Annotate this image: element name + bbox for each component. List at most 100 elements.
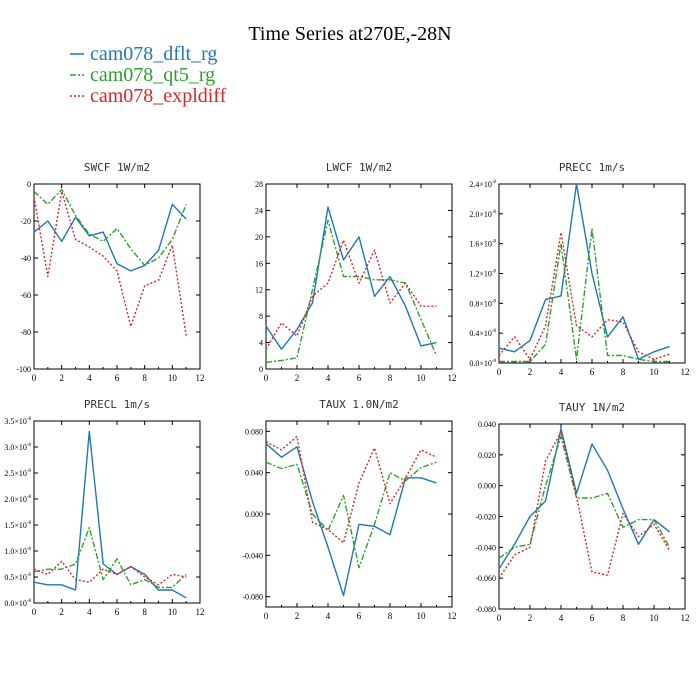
x-tick-label: 8: [621, 613, 626, 623]
plot-frame: [33, 420, 201, 604]
panel-title: TAUX 1.0N/m2: [319, 398, 398, 411]
y-tick-label: 0.000: [245, 510, 263, 519]
y-tick-label: -0.080: [242, 593, 263, 602]
y-tick-label: 12: [255, 286, 263, 295]
x-tick-label: 8: [388, 611, 393, 621]
legend: cam078_dflt_rgcam078_qt5_rgcam078_expldi…: [70, 43, 227, 107]
legend-entry: cam078_expldiff: [70, 85, 227, 107]
x-tick-label: 4: [326, 611, 331, 621]
chart-panel: PRECC 1m/s 0 2 4 6 8 10 12 0.0×10-8 0.4×10-8 0.8×1…: [469, 161, 689, 377]
x-tick-label: 4: [559, 367, 564, 377]
x-tick-label: 2: [295, 373, 300, 383]
series-line-cam078_qt5_rg: [498, 435, 671, 559]
y-tick-label: 3.5×10-8: [4, 417, 31, 426]
x-tick-label: 10: [417, 611, 427, 621]
y-tick-label: -0.020: [475, 513, 496, 522]
x-tick-label: 6: [357, 611, 362, 621]
legend-entry: cam078_qt5_rg: [70, 64, 215, 86]
x-tick-label: 4: [87, 373, 92, 383]
x-tick-label: 0: [32, 373, 37, 383]
y-tick-label: 0: [27, 180, 31, 189]
y-tick-label: -0.040: [242, 551, 263, 560]
x-tick-label: 6: [357, 373, 362, 383]
y-tick-label: 0.8×10-8: [469, 299, 496, 308]
y-tick-label: 2.4×10-8: [469, 180, 496, 189]
x-tick-label: 0: [32, 607, 37, 617]
y-tick-label: 0.040: [478, 420, 496, 429]
x-tick-label: 6: [115, 373, 120, 383]
series-line-cam078_dflt_rg: [498, 427, 670, 570]
y-tick-label: 2.5×10-8: [4, 469, 31, 478]
x-tick-label: 2: [295, 611, 300, 621]
y-tick-label: 16: [255, 259, 263, 268]
chart-panels: SWCF 1W/m20 2 4 6 8 10 12-100-80-60-40-200LWCF…: [4, 161, 689, 623]
x-tick-label: 0: [264, 611, 269, 621]
y-tick-label: 0.020: [478, 451, 496, 460]
panel-title: PRECL 1m/s: [84, 398, 150, 411]
x-tick-label: 4: [87, 607, 92, 617]
x-tick-label: 8: [621, 367, 626, 377]
y-tick-label: 24: [255, 206, 263, 215]
series-line-cam078_qt5_rg: [33, 526, 187, 589]
x-tick-label: 12: [681, 367, 690, 377]
x-tick-label: 12: [448, 611, 457, 621]
series-line-cam078_qt5_rg: [499, 228, 670, 363]
x-tick-label: 2: [528, 367, 533, 377]
series-line-cam078_expldiff: [265, 239, 437, 350]
x-tick-label: 12: [196, 607, 205, 617]
x-tick-label: 12: [196, 373, 205, 383]
plot-frame: [498, 423, 686, 610]
y-tick-label: 0.5×10-8: [4, 573, 31, 582]
x-tick-label: 8: [142, 373, 147, 383]
legend-label: cam078_dflt_rg: [90, 43, 217, 65]
x-tick-label: 2: [59, 607, 64, 617]
y-tick-label: 0.0×10-8: [469, 359, 496, 368]
legend-label: cam078_qt5_rg: [90, 64, 215, 86]
y-tick-label: 20: [255, 233, 263, 242]
y-tick-label: 0.4×10-8: [469, 329, 496, 338]
series-line-cam078_expldiff: [498, 431, 671, 579]
panel-title: PRECC 1m/s: [559, 161, 625, 174]
y-tick-label: 2.0×10-8: [4, 495, 31, 504]
y-tick-label: 1.2×10-8: [469, 270, 496, 279]
x-tick-label: 6: [115, 607, 120, 617]
y-tick-label: 1.0×10-8: [4, 547, 31, 556]
y-tick-label: 28: [255, 180, 263, 189]
chart-panel: TAUX 1.0N/m2 0 2 4 6 8 10 12 -0.080 -0.040 0.000 0.…: [242, 398, 456, 621]
x-tick-label: 4: [559, 613, 564, 623]
y-tick-label: -0.080: [475, 605, 496, 614]
series-line-cam078_dflt_rg: [498, 183, 670, 360]
x-tick-label: 10: [168, 373, 178, 383]
y-tick-label: -0.060: [475, 574, 496, 583]
y-tick-label: 1.5×10-8: [4, 521, 31, 530]
legend-label: cam078_expldiff: [90, 85, 227, 107]
x-tick-label: 0: [497, 367, 502, 377]
x-tick-label: 8: [388, 373, 393, 383]
plot-frame: [265, 183, 453, 370]
series-line-cam078_dflt_rg: [33, 203, 187, 272]
series-line-cam078_qt5_rg: [265, 461, 437, 569]
y-tick-label: 3.0×10-8: [4, 443, 31, 452]
x-tick-label: 12: [448, 373, 457, 383]
y-tick-label: 0.000: [478, 482, 496, 491]
x-tick-label: 0: [497, 613, 502, 623]
series-line-cam078_qt5_rg: [265, 219, 438, 364]
y-tick-label: -40: [20, 254, 31, 263]
x-tick-label: 2: [528, 613, 533, 623]
y-tick-label: 4: [259, 339, 263, 348]
x-tick-label: 8: [142, 607, 147, 617]
y-tick-label: -60: [20, 291, 31, 300]
y-tick-label: -100: [16, 365, 31, 374]
series-line-cam078_dflt_rg: [33, 430, 187, 599]
y-tick-label: 0.080: [245, 427, 263, 436]
chart-panel: TAUY 1N/m2 0 2 4 6 8 10 12 -0.080 -0.060 -0.040 -0.…: [475, 401, 689, 623]
y-tick-label: 8: [259, 312, 263, 321]
x-tick-label: 4: [326, 373, 331, 383]
x-tick-label: 10: [168, 607, 178, 617]
series-line-cam078_qt5_rg: [33, 188, 187, 267]
x-tick-label: 10: [650, 613, 660, 623]
y-tick-label: 2.0×10-8: [469, 210, 496, 219]
plot-frame: [33, 183, 201, 370]
series-line-cam078_expldiff: [33, 190, 187, 336]
